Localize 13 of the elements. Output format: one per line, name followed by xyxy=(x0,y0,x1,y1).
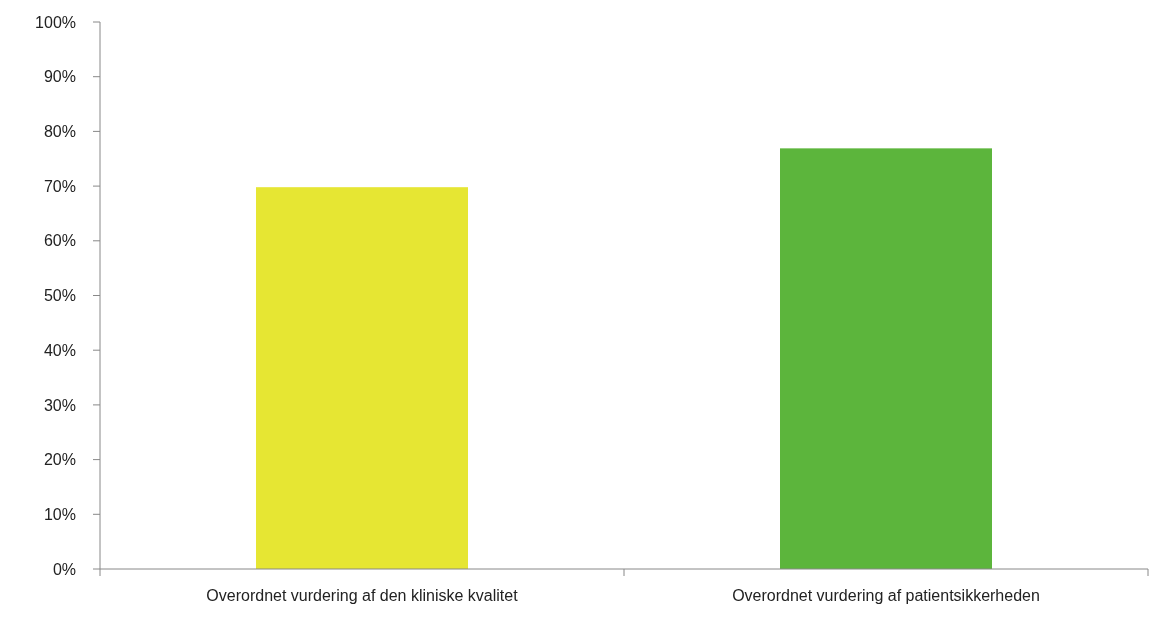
y-tick-label: 30% xyxy=(43,396,76,414)
y-tick-label: 40% xyxy=(43,341,76,359)
y-tick-label: 70% xyxy=(43,177,76,195)
y-tick-label: 50% xyxy=(43,287,76,305)
y-tick-label: 60% xyxy=(43,232,76,250)
y-tick-label: 100% xyxy=(35,13,76,31)
y-tick-label: 90% xyxy=(43,68,76,86)
y-tick-label: 80% xyxy=(43,123,76,140)
y-tick-label: 20% xyxy=(43,451,76,469)
x-tick-label: Overordnet vurdering af den kliniske kvalitet xyxy=(206,587,519,604)
x-tick-label: Overordnet vurdering af patientsikkerheden xyxy=(732,587,1040,604)
y-tick-label: 10% xyxy=(43,505,76,523)
y-tick-label: 0% xyxy=(52,560,76,578)
